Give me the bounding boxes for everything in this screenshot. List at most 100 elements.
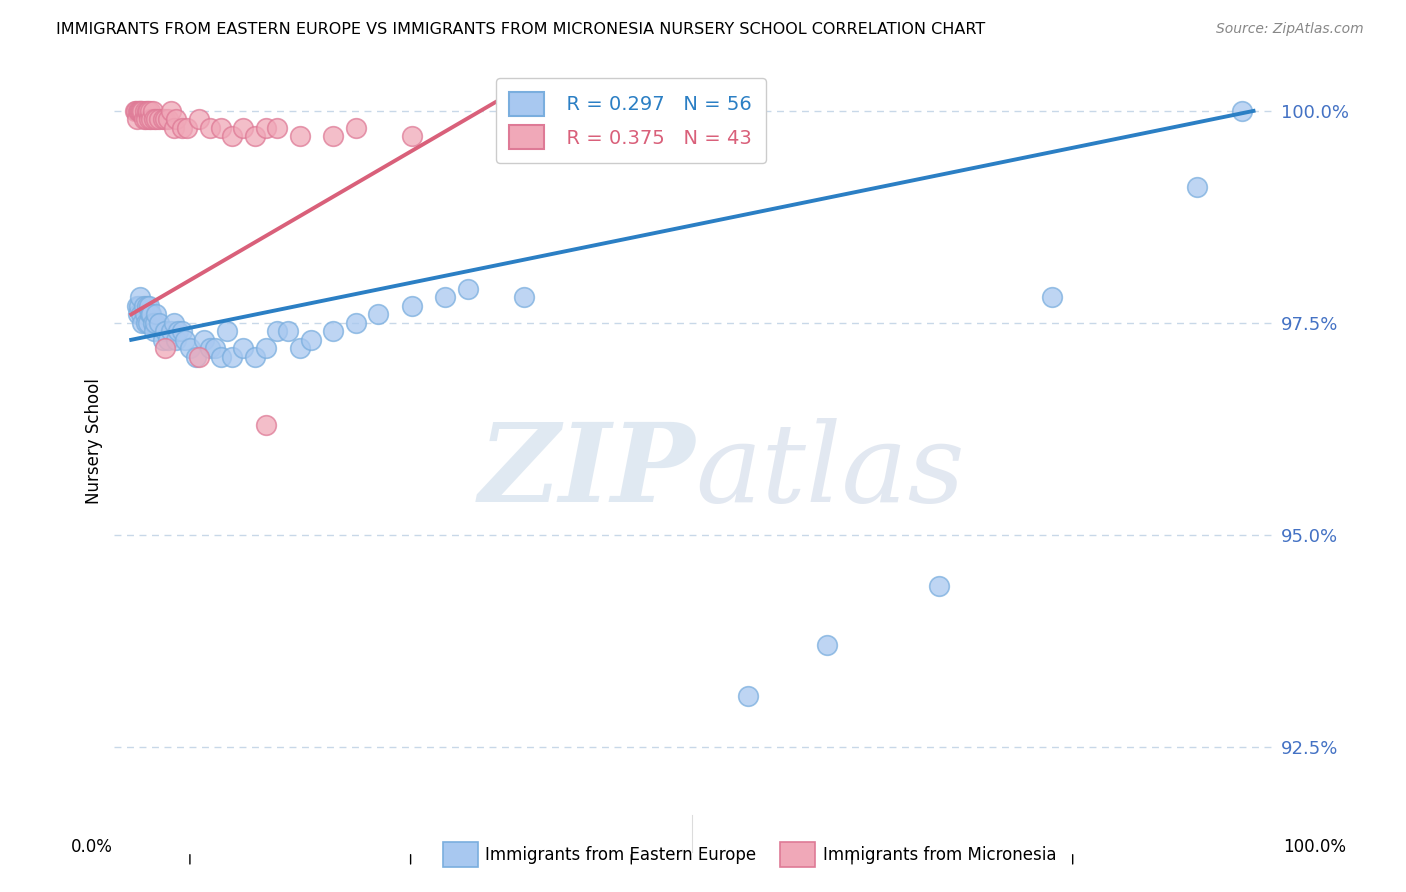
Point — [139, 307, 162, 321]
Point — [513, 290, 536, 304]
Point — [401, 129, 423, 144]
Point — [131, 103, 153, 118]
Point — [367, 307, 389, 321]
Point — [243, 350, 266, 364]
Point — [136, 299, 159, 313]
Point — [288, 129, 311, 144]
Point — [141, 307, 163, 321]
Point — [170, 324, 193, 338]
Point — [1040, 290, 1063, 304]
Point — [215, 324, 238, 338]
Point — [127, 103, 149, 118]
Point — [153, 324, 176, 338]
Point — [148, 316, 170, 330]
Point — [135, 316, 157, 330]
Point — [299, 333, 322, 347]
Point — [277, 324, 299, 338]
Point — [125, 103, 148, 118]
Point — [125, 112, 148, 127]
Text: ZIP: ZIP — [478, 417, 695, 525]
Point — [209, 120, 232, 135]
Point — [128, 299, 150, 313]
Point — [157, 112, 180, 127]
Point — [434, 290, 457, 304]
Text: atlas: atlas — [695, 417, 965, 525]
Point — [198, 120, 221, 135]
Point — [221, 350, 243, 364]
Point — [401, 299, 423, 313]
Point — [159, 324, 181, 338]
Point — [142, 324, 165, 338]
Point — [165, 333, 187, 347]
Point — [153, 341, 176, 355]
Point — [187, 112, 209, 127]
Point — [157, 333, 180, 347]
Point — [124, 103, 146, 118]
Text: Immigrants from Micronesia: Immigrants from Micronesia — [823, 846, 1056, 863]
Point — [288, 341, 311, 355]
Point — [132, 112, 155, 127]
Point — [145, 112, 167, 127]
Point — [1187, 180, 1209, 194]
Point — [254, 341, 277, 355]
Point — [221, 129, 243, 144]
Point — [134, 307, 156, 321]
Text: IMMIGRANTS FROM EASTERN EUROPE VS IMMIGRANTS FROM MICRONESIA NURSERY SCHOOL CORR: IMMIGRANTS FROM EASTERN EUROPE VS IMMIGR… — [56, 22, 986, 37]
Y-axis label: Nursery School: Nursery School — [86, 378, 103, 505]
Point — [129, 290, 152, 304]
Point — [176, 120, 198, 135]
Point — [204, 341, 226, 355]
Point — [127, 307, 149, 321]
Point — [737, 689, 759, 703]
Point — [232, 120, 254, 135]
Point — [152, 112, 174, 127]
Point — [266, 324, 288, 338]
Point — [322, 324, 344, 338]
Point — [148, 112, 170, 127]
Point — [186, 350, 208, 364]
Point — [165, 112, 187, 127]
Point — [136, 316, 159, 330]
Point — [193, 333, 215, 347]
Point — [163, 120, 186, 135]
Text: Immigrants from Eastern Europe: Immigrants from Eastern Europe — [485, 846, 756, 863]
Point — [815, 638, 838, 652]
Point — [135, 112, 157, 127]
Point — [138, 299, 160, 313]
Point — [198, 341, 221, 355]
Point — [131, 307, 153, 321]
Point — [131, 103, 153, 118]
Point — [125, 299, 148, 313]
Point — [145, 307, 167, 321]
Point — [254, 120, 277, 135]
Point — [232, 341, 254, 355]
Point — [141, 112, 163, 127]
Point — [266, 120, 288, 135]
Point — [179, 341, 201, 355]
Point — [136, 103, 159, 118]
Point — [167, 324, 190, 338]
Point — [928, 579, 950, 593]
Point — [153, 112, 176, 127]
Point — [254, 417, 277, 432]
Point — [128, 103, 150, 118]
Legend:   R = 0.297   N = 56,   R = 0.375   N = 43: R = 0.297 N = 56, R = 0.375 N = 43 — [496, 78, 765, 162]
Point — [187, 350, 209, 364]
Text: Source: ZipAtlas.com: Source: ZipAtlas.com — [1216, 22, 1364, 37]
Point — [170, 120, 193, 135]
Point — [142, 316, 165, 330]
Point — [142, 112, 165, 127]
Point — [174, 333, 197, 347]
Point — [142, 103, 165, 118]
Point — [457, 282, 479, 296]
Point — [152, 333, 174, 347]
Point — [139, 103, 162, 118]
Point — [1232, 103, 1254, 118]
Point — [344, 316, 367, 330]
Text: 0.0%: 0.0% — [70, 838, 112, 855]
Point — [132, 299, 155, 313]
Point — [129, 103, 152, 118]
Point — [143, 316, 166, 330]
Point — [209, 350, 232, 364]
Point — [159, 103, 181, 118]
